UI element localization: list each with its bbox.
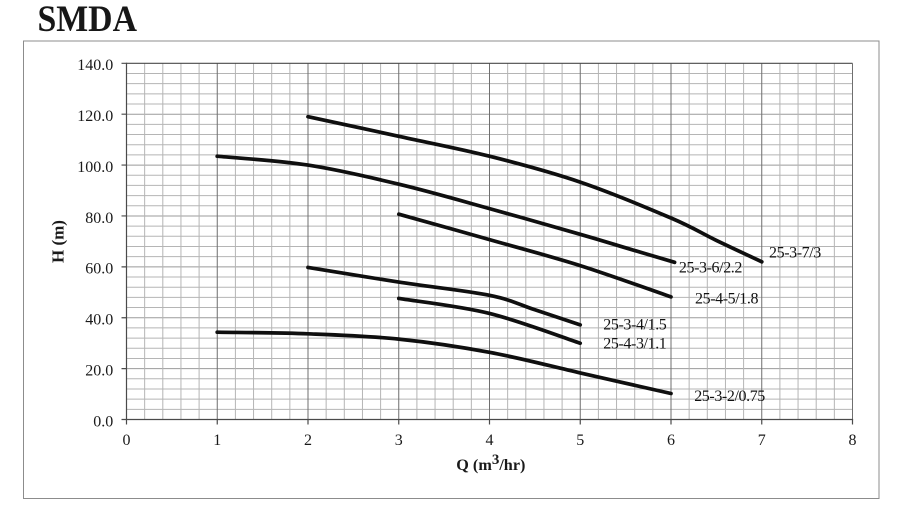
- svg-text:25-3-4/1.5: 25-3-4/1.5: [603, 316, 667, 333]
- svg-text:H (m): H (m): [49, 220, 68, 263]
- svg-text:25-4-3/1.1: 25-4-3/1.1: [603, 336, 667, 353]
- svg-text:SMDA: SMDA: [38, 0, 138, 40]
- svg-text:6: 6: [667, 432, 675, 449]
- svg-text:100.0: 100.0: [77, 159, 113, 176]
- svg-text:25-3-2/0.75: 25-3-2/0.75: [694, 388, 765, 405]
- svg-text:120.0: 120.0: [77, 108, 113, 125]
- svg-text:60.0: 60.0: [85, 261, 113, 278]
- svg-text:25-4-5/1.8: 25-4-5/1.8: [695, 291, 759, 308]
- svg-text:3: 3: [395, 432, 403, 449]
- svg-text:4: 4: [486, 432, 494, 449]
- svg-text:0.0: 0.0: [93, 413, 113, 430]
- svg-text:8: 8: [849, 432, 857, 449]
- svg-text:80.0: 80.0: [85, 210, 113, 227]
- svg-text:1: 1: [213, 432, 221, 449]
- svg-text:0: 0: [123, 432, 131, 449]
- svg-text:140.0: 140.0: [77, 57, 113, 74]
- svg-text:40.0: 40.0: [85, 312, 113, 329]
- svg-text:7: 7: [758, 432, 766, 449]
- svg-text:2: 2: [304, 432, 312, 449]
- svg-text:Q (m3/hr): Q (m3/hr): [456, 452, 525, 474]
- svg-text:20.0: 20.0: [85, 362, 113, 379]
- svg-text:25-3-7/3: 25-3-7/3: [769, 245, 821, 262]
- svg-text:25-3-6/2.2: 25-3-6/2.2: [679, 259, 743, 276]
- svg-text:5: 5: [576, 432, 584, 449]
